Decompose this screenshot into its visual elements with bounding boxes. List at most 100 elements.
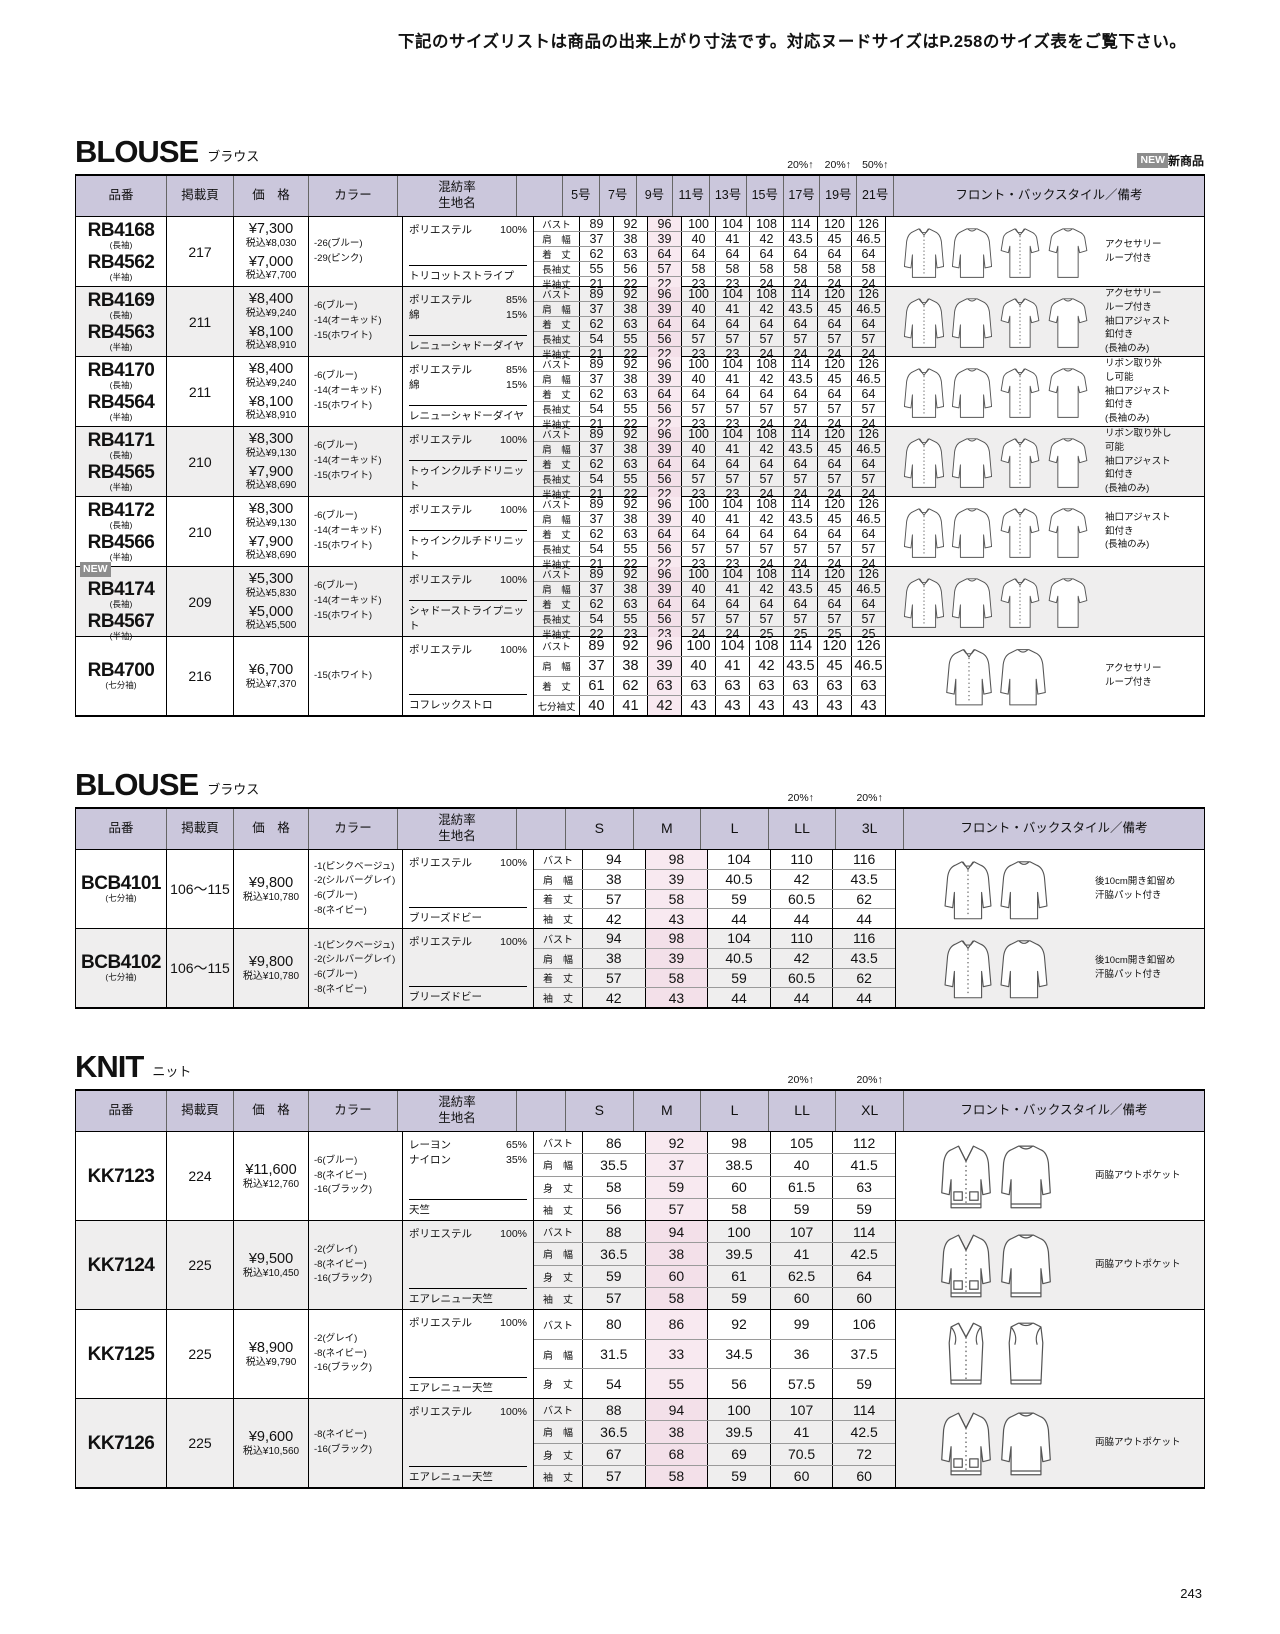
fabric-name: トゥインクルチドリニット xyxy=(409,530,527,563)
col-header-color: カラー xyxy=(308,809,397,849)
col-header-material: 混紡率 生地名 xyxy=(397,1091,516,1131)
measurement-row: 長袖丈 55 56 57 58 58 58 58 58 58 xyxy=(534,261,885,276)
measurement-value: 114 xyxy=(783,637,817,656)
measurement-row: バスト 88 94 100 107 114 xyxy=(534,1221,895,1243)
measurement-value: 25 xyxy=(851,627,885,641)
style-cell: アクセサリー ループ付き xyxy=(885,217,1204,286)
product-row: RB4168 (長袖) RB4562 (半袖) 217 ¥7,300 税込¥8,030 ¥7,… xyxy=(76,217,1204,291)
measurement-value: 42 xyxy=(749,582,783,596)
measurement-value: 58 xyxy=(644,968,708,988)
measurement-value: 40 xyxy=(681,512,715,526)
page-number: 243 xyxy=(1180,1586,1202,1601)
measurement-label: 身 丈 xyxy=(534,1369,583,1399)
measurement-value: 41 xyxy=(715,442,749,456)
discount-mark: 20%↑ xyxy=(824,159,851,171)
section-blouse-1: BLOUSE ブラウス NEW 新商品 20%↑ 20%↑ 50%↑ 品番 掲載頁価 格… xyxy=(75,112,1205,717)
measurement-value: 60 xyxy=(707,1176,770,1198)
blouse-long-back-icon xyxy=(951,507,992,558)
product-code: KK7123 xyxy=(88,1167,155,1186)
fabric-name: レニューシャドーダイヤ xyxy=(409,405,527,423)
measurement-value: 108 xyxy=(749,637,783,656)
color-option: -8(ネイビー) xyxy=(314,983,367,995)
measurement-label: 肩 幅 xyxy=(534,1421,583,1443)
measurement-value: 44 xyxy=(707,988,770,1007)
product-code-text: KK7126 xyxy=(87,1432,155,1454)
col-header-size: 3L xyxy=(835,809,903,849)
col-header-page: 掲載頁 xyxy=(166,809,233,849)
measurement-value: 92 xyxy=(613,567,647,581)
measurement-value: 22 xyxy=(613,347,647,361)
measurement-row: 長袖丈 54 55 56 57 57 57 57 57 57 xyxy=(534,471,885,486)
measurement-value: 64 xyxy=(783,527,817,541)
measurement-value: 60.5 xyxy=(769,968,833,988)
blouse-short-back-icon xyxy=(1048,577,1087,628)
measurement-value: 58 xyxy=(707,1198,770,1220)
measurement-value: 24 xyxy=(715,627,749,641)
measurement-value: 57 xyxy=(681,542,715,556)
col-header-size: 11号 xyxy=(672,176,709,216)
measurement-label: バスト xyxy=(534,427,580,441)
measurement-value: 126 xyxy=(851,217,885,231)
measurement-label: バスト xyxy=(534,497,580,511)
discount-mark: 50%↑ xyxy=(862,159,889,171)
material-percent: 100% xyxy=(500,1406,527,1418)
price: ¥9,600 税込¥10,560 xyxy=(243,1429,299,1457)
measurement-value: 42.5 xyxy=(832,1243,895,1265)
price-tax-included: 税込¥8,030 xyxy=(245,238,297,249)
price-tax-included: 税込¥5,830 xyxy=(245,588,297,599)
measurement-value: 55 xyxy=(613,472,647,486)
measurement-value: 24 xyxy=(749,417,783,431)
product-code-cell: KK7126 xyxy=(76,1399,166,1487)
measurement-value: 24 xyxy=(817,557,851,571)
material-percent: 85% xyxy=(505,364,527,376)
measurement-value: 42 xyxy=(769,948,833,968)
measurement-value: 96 xyxy=(647,287,681,301)
measurement-value: 62 xyxy=(589,457,604,471)
sleeve-type-label: (長袖) xyxy=(109,309,133,320)
measurement-value: 57 xyxy=(715,542,749,556)
table-header-row: 品番 掲載頁価 格カラー 混紡率 生地名 S M L LL XL フロント・バックスタイル／備考 xyxy=(76,1091,1204,1132)
measurement-value: 42 xyxy=(647,696,681,715)
product-code: RB4172 (長袖) xyxy=(88,501,155,530)
measurement-value: 39 xyxy=(647,582,681,596)
measurement-value: 39 xyxy=(647,302,681,316)
measurement-row: 袖 丈 42 43 44 44 44 xyxy=(534,908,895,928)
measurement-value: 63 xyxy=(783,676,817,696)
product-row: RB4170 (長袖) RB4564 (半袖) 211 ¥8,400 税込¥9,240 ¥8,… xyxy=(76,356,1204,431)
garment-illustrations xyxy=(900,855,1091,923)
measurement-value: 57 xyxy=(715,472,749,486)
fabric-name: エアレニュー天竺 xyxy=(409,1377,527,1395)
material-percent: 100% xyxy=(500,504,527,516)
measurement-row: バスト 80 86 92 99 106 xyxy=(534,1310,895,1339)
cardigan-front-icon xyxy=(940,1412,991,1476)
measurement-value: 24 xyxy=(851,557,885,571)
measurement-row: 肩 幅 37 38 39 40 41 42 43.5 45 46.5 xyxy=(534,511,885,526)
measurement-value: 38 xyxy=(613,442,647,456)
price-main: ¥8,300 xyxy=(248,431,294,448)
price-cell: ¥9,800 税込¥10,780 xyxy=(233,929,308,1007)
material-name: ポリエステル xyxy=(409,364,472,376)
measurement-value: 120 xyxy=(817,567,851,581)
measurement-value: 42 xyxy=(749,232,783,246)
price-main: ¥8,100 xyxy=(248,393,294,410)
measurement-value: 41 xyxy=(769,1243,833,1265)
price: ¥9,800 税込¥10,780 xyxy=(243,954,299,982)
measurement-value: 24 xyxy=(749,277,783,291)
color-option: -15(ホワイト) xyxy=(314,469,373,481)
measurement-value: 38 xyxy=(644,1421,708,1443)
col-header-measure xyxy=(516,809,565,849)
sleeve-type-label: (半袖) xyxy=(109,631,133,641)
measurement-value: 94 xyxy=(644,1399,708,1421)
measurement-value: 126 xyxy=(851,287,885,301)
measurement-row: 肩 幅 37 38 39 40 41 42 43.5 45 46.5 xyxy=(534,301,885,316)
measurement-label: 半袖丈 xyxy=(534,557,580,571)
measurement-label: 着 丈 xyxy=(534,889,583,909)
measurement-value: 70.5 xyxy=(769,1443,833,1465)
style-cell: 後10cm開き釦留め 汗脇パット付き xyxy=(895,929,1204,1007)
product-code: KK7124 xyxy=(88,1256,155,1275)
measurement-value: 21 xyxy=(589,417,604,431)
measurement-row: バスト 94 98 104 110 116 xyxy=(534,850,895,869)
color-option: -6(ブルー) xyxy=(314,580,358,592)
measurement-label: 肩 幅 xyxy=(534,582,580,596)
color-options: -6(ブルー) -14(オーキッド) -15(ホワイト) xyxy=(308,427,402,496)
